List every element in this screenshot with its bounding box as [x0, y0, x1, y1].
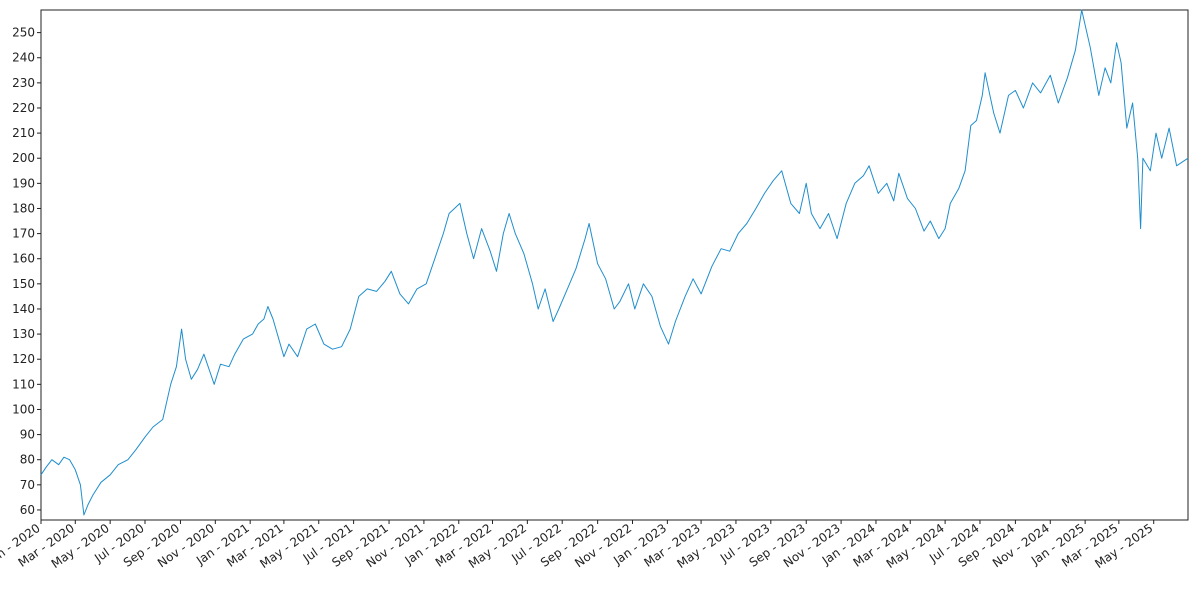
y-tick-label: 100 — [12, 402, 35, 416]
y-tick-label: 80 — [20, 453, 35, 467]
y-tick-label: 160 — [12, 252, 35, 266]
y-tick-label: 230 — [12, 76, 35, 90]
y-tick-label: 240 — [12, 51, 35, 65]
y-tick-label: 70 — [20, 478, 35, 492]
y-tick-label: 250 — [12, 26, 35, 40]
y-tick-label: 200 — [12, 151, 35, 165]
series-line — [40, 9, 1189, 516]
y-tick-label: 170 — [12, 227, 35, 241]
y-tick-label: 130 — [12, 327, 35, 341]
y-tick-label: 140 — [12, 302, 35, 316]
y-tick-label: 120 — [12, 352, 35, 366]
y-tick-label: 90 — [20, 428, 35, 442]
y-tick-label: 180 — [12, 201, 35, 215]
y-tick-label: 190 — [12, 176, 35, 190]
y-tick-label: 110 — [12, 377, 35, 391]
y-tick-label: 150 — [12, 277, 35, 291]
plot-frame — [40, 9, 1189, 521]
y-tick-label: 220 — [12, 101, 35, 115]
y-axis: 60 70 80 90 100 110 120 130 140 150 160 170 180 190 20… — [12, 26, 41, 517]
y-tick-label: 60 — [20, 503, 35, 517]
y-tick-label: 210 — [12, 126, 35, 140]
